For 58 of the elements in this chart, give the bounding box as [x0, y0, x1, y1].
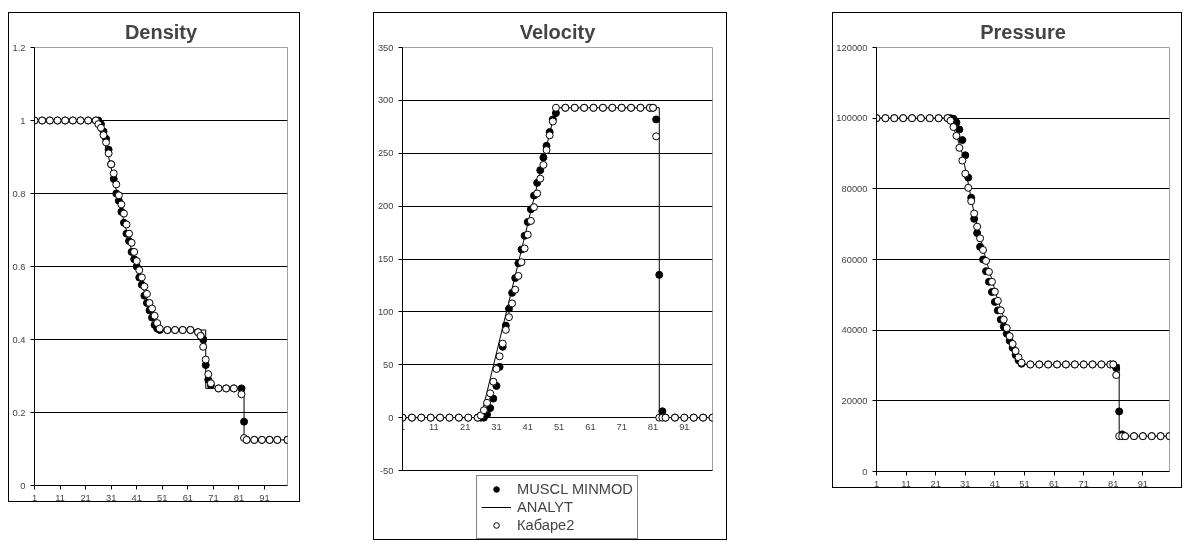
legend-label: MUSCL MINMOD	[517, 480, 633, 498]
x-tick-label: 51	[157, 492, 168, 503]
y-tick-label: 100	[377, 306, 394, 317]
legend-label: ANALYT	[517, 498, 573, 516]
x-tick-label: 61	[585, 421, 596, 432]
x-tick-label: 51	[1019, 478, 1030, 489]
y-tick-label: 0	[388, 412, 394, 423]
x-tick-label: 71	[616, 421, 627, 432]
chart-title: Velocity	[519, 20, 597, 43]
y-tick-label: 150	[377, 254, 394, 264]
y-tick-label: 250	[377, 148, 394, 159]
x-tick-label: 21	[930, 478, 941, 489]
y-tick-label: 20000	[841, 395, 868, 406]
y-tick-label: -50	[380, 465, 394, 476]
x-tick-label: 61	[1048, 478, 1060, 489]
y-tick-label: 0.2	[12, 407, 26, 418]
y-tick-label: 40000	[841, 325, 868, 336]
x-tick-label: 11	[901, 478, 911, 489]
y-tick-label: 1.2	[12, 42, 26, 53]
y-tick-label: 200	[377, 201, 394, 212]
y-tick-label: 60000	[841, 254, 868, 265]
legend-label: Кабаре2	[517, 516, 575, 534]
x-tick-label: 1	[31, 492, 38, 503]
x-tick-label: 71	[208, 492, 219, 503]
y-tick-label: 80000	[841, 183, 868, 194]
x-tick-label: 31	[105, 492, 117, 503]
chart-title: Pressure	[980, 20, 1066, 43]
y-tick-label: 0.4	[12, 334, 26, 345]
y-tick-label: 0.8	[12, 188, 26, 199]
x-tick-label: 91	[679, 421, 690, 432]
x-tick-label: 81	[647, 421, 659, 432]
y-tick-label: 0	[862, 466, 868, 477]
x-tick-label: 61	[182, 492, 194, 503]
y-tick-label: 0.6	[12, 261, 26, 272]
x-tick-label: 81	[1108, 478, 1119, 489]
x-tick-label: 21	[459, 421, 471, 432]
y-tick-label: 300	[377, 95, 394, 106]
chart-title: Density	[124, 20, 198, 43]
x-tick-label: 31	[491, 421, 502, 432]
x-tick-label: 41	[989, 478, 1001, 489]
x-tick-label: 41	[522, 421, 533, 432]
x-tick-label: 81	[233, 492, 245, 503]
x-tick-label: 11	[428, 421, 439, 432]
y-tick-label: 1	[20, 115, 26, 126]
y-tick-label: 50	[383, 359, 394, 370]
y-tick-label: 120000	[836, 42, 868, 53]
x-tick-label: 91	[1137, 478, 1149, 489]
y-tick-label: 0	[20, 480, 26, 491]
x-tick-label: 31	[960, 478, 971, 489]
x-tick-label: 71	[1078, 478, 1089, 489]
y-tick-label: 350	[377, 42, 394, 53]
x-tick-label: 21	[80, 492, 91, 503]
x-tick-label: 51	[553, 421, 565, 432]
x-tick-label: 11	[55, 492, 65, 503]
x-tick-label: 91	[259, 492, 270, 503]
x-tick-label: 1	[873, 478, 880, 489]
y-tick-label: 100000	[836, 113, 868, 124]
x-tick-label: 41	[131, 492, 142, 503]
